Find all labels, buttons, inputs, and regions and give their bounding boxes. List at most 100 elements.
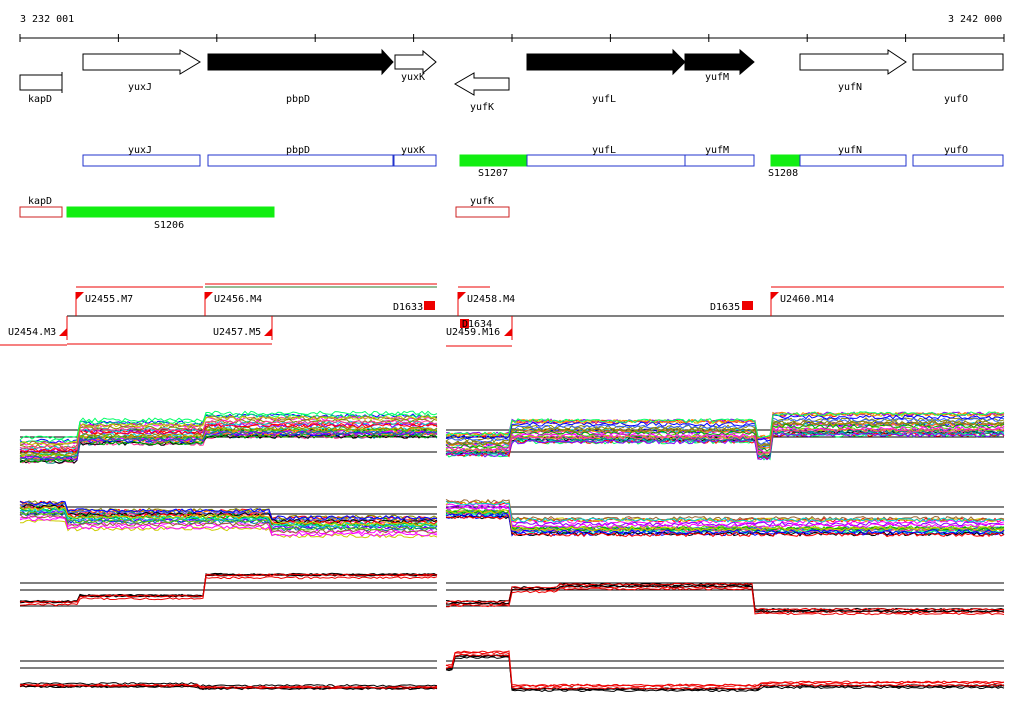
profile-line — [19, 682, 438, 688]
gene-track: kapD yuxJ pbpD yuxK yufK yufL yu — [19, 48, 1004, 113]
profile-line — [445, 656, 1005, 693]
annot-yufN[interactable] — [799, 154, 907, 167]
tu-U2455.M7[interactable]: U2455.M7 — [76, 292, 133, 305]
segment-S1206[interactable] — [66, 206, 275, 218]
profile-line — [445, 653, 1005, 690]
tu-label-U2454: U2454.M3 — [8, 327, 56, 338]
gene-label-yufL: yufL — [592, 94, 616, 105]
annot-label-kapD: kapD — [28, 196, 52, 207]
gene-label-pbpD: pbpD — [286, 94, 310, 105]
profile-line — [19, 500, 438, 520]
gene-yufL[interactable]: yufL — [526, 48, 686, 105]
tu-U2459.M16[interactable]: U2459.M16 — [446, 327, 512, 338]
profile-line — [19, 500, 438, 521]
profile-line — [19, 516, 438, 537]
tu-label-U2460: U2460.M14 — [780, 294, 834, 305]
profile-line — [19, 419, 438, 451]
gene-label-yufM: yufM — [705, 72, 729, 83]
annot-label-yufN: yufN — [838, 145, 862, 156]
profile-line — [19, 573, 438, 604]
gene-kapD[interactable]: kapD — [19, 72, 63, 105]
profile-line — [445, 417, 1005, 446]
tu-label-U2456: U2456.M4 — [214, 294, 262, 305]
annot-yufO[interactable] — [912, 154, 1004, 167]
profile-line — [445, 651, 1005, 688]
annot-pbpD[interactable] — [207, 154, 394, 167]
ruler-end-label: 3 242 000 — [948, 14, 1002, 25]
annot-yufK[interactable] — [455, 206, 510, 218]
annot-yufL[interactable] — [526, 154, 686, 167]
profile-line — [445, 426, 1005, 455]
annot-label-yufK: yufK — [470, 196, 494, 207]
profile-line — [19, 425, 438, 456]
gene-yufM[interactable]: yufM — [684, 48, 755, 83]
segment-label-S1206: S1206 — [154, 220, 184, 231]
profile-line — [19, 425, 438, 456]
tu-U2456.M4[interactable]: U2456.M4 — [205, 292, 262, 305]
box-D1635[interactable]: D1635 — [710, 301, 753, 313]
coordinate-ruler: 3 232 001 3 242 000 — [19, 14, 1005, 42]
annot-yuxK[interactable] — [393, 154, 437, 167]
profile-line — [445, 654, 1005, 691]
profile-line — [445, 427, 1005, 455]
profile-line — [445, 420, 1005, 447]
tu-U2454.M3[interactable]: U2454.M3 — [8, 327, 67, 338]
profile-line — [445, 498, 1005, 522]
segment-S1208[interactable] — [770, 154, 801, 167]
profile-line — [445, 431, 1005, 461]
gene-label-yufO: yufO — [944, 94, 968, 105]
transcription-unit-track: U2455.M7 U2456.M4 U2458.M4 U2460.M14 U24… — [0, 283, 1004, 347]
gene-label-yufN: yufN — [838, 82, 862, 93]
profile-line — [19, 410, 438, 441]
profile-line — [19, 415, 438, 446]
profile-line — [445, 504, 1005, 527]
tu-label-U2459: U2459.M16 — [446, 327, 500, 338]
profile-line — [445, 509, 1005, 532]
gene-yuxJ[interactable]: yuxJ — [82, 49, 201, 93]
profile-line — [445, 427, 1005, 455]
profile-line — [19, 510, 438, 531]
profile-line — [19, 506, 438, 527]
annot-kapD[interactable] — [19, 206, 63, 218]
segment-label-S1207: S1207 — [478, 168, 508, 179]
tu-U2460.M14[interactable]: U2460.M14 — [771, 292, 834, 305]
profile-line — [445, 500, 1005, 523]
profile-line — [19, 429, 438, 460]
expression-panel-2 — [19, 498, 1005, 539]
gene-yufK[interactable]: yufK — [454, 72, 510, 113]
profile-line — [445, 587, 1005, 616]
annot-yuxJ[interactable] — [82, 154, 201, 167]
gene-yuxK[interactable]: yuxK — [394, 49, 437, 83]
profile-line — [445, 650, 1005, 687]
profile-line — [19, 415, 438, 446]
gene-label-yuxJ: yuxJ — [128, 82, 152, 93]
profile-line — [19, 511, 438, 532]
annot-label-yufM: yufM — [705, 145, 729, 156]
gene-label-yuxK: yuxK — [401, 72, 425, 83]
expression-panel-4 — [19, 650, 1005, 693]
segment-S1207[interactable] — [459, 154, 528, 167]
tu-U2457.M5[interactable]: U2457.M5 — [213, 327, 272, 338]
box-label-D1634: D1634 — [462, 319, 492, 330]
box-D1633[interactable]: D1633 — [393, 301, 435, 313]
gene-label-yufK: yufK — [470, 102, 494, 113]
profile-line — [19, 683, 438, 689]
profile-line — [19, 505, 438, 526]
tu-label-U2457: U2457.M5 — [213, 327, 261, 338]
box-D1634[interactable]: D1634 — [460, 319, 492, 330]
annot-label-pbpD: pbpD — [286, 145, 310, 156]
gene-pbpD[interactable]: pbpD — [207, 48, 394, 105]
tu-label-U2458: U2458.M4 — [467, 294, 515, 305]
forward-annotation-track: yuxJ pbpD yuxK S1207 yufL yufM S1208 yuf… — [82, 145, 1004, 179]
profile-line — [445, 584, 1005, 613]
annot-label-yufL: yufL — [592, 145, 616, 156]
tu-U2458.M4[interactable]: U2458.M4 — [458, 292, 515, 305]
ruler-ticks — [19, 34, 1005, 42]
profile-line — [19, 576, 438, 607]
annot-yufM[interactable] — [684, 154, 755, 167]
profile-line — [445, 431, 1005, 460]
gene-yufN[interactable]: yufN — [799, 49, 907, 93]
gene-yufO[interactable]: yufO — [912, 53, 1004, 105]
